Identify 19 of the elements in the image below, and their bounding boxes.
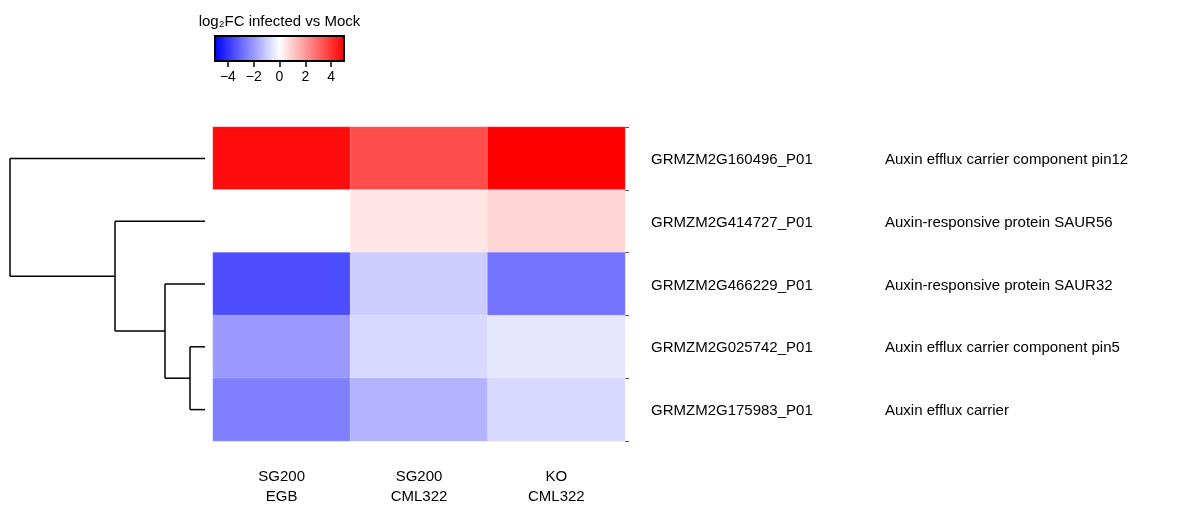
x-tick-label: SG200 CML322 <box>390 466 448 504</box>
color-bar-label: 4 <box>327 68 336 84</box>
x-tick-label: KO CML322 <box>527 466 585 504</box>
color-bar-label: −4 <box>219 68 237 84</box>
y-tick-label: GRMZM2G414727_P01 <box>651 212 813 230</box>
color-bar-label: 0 <box>275 68 284 84</box>
y-tick-label: GRMZM2G025742_P01 <box>651 338 813 356</box>
y2-tick-label: Auxin efflux carrier component pin12 <box>885 149 1129 167</box>
color-bar-label: 2 <box>301 68 310 84</box>
y2-tick-label: Auxin efflux carrier <box>885 401 1009 419</box>
y2-tick-label: Auxin efflux carrier component pin5 <box>885 338 1120 356</box>
y-tick-label: GRMZM2G466229_P01 <box>651 275 813 293</box>
color-bar-title: log₂FC infected vs Mock <box>198 12 361 29</box>
y-tick-label: GRMZM2G160496_P01 <box>651 149 813 167</box>
y-tick-label: GRMZM2G175983_P01 <box>651 401 813 419</box>
color-bar-label: −2 <box>245 68 262 84</box>
x-tick-label: SG200 EGB <box>258 466 306 504</box>
y2-tick-label: Auxin-responsive protein SAUR56 <box>885 212 1113 230</box>
y2-tick-label: Auxin-responsive protein SAUR32 <box>885 275 1113 293</box>
